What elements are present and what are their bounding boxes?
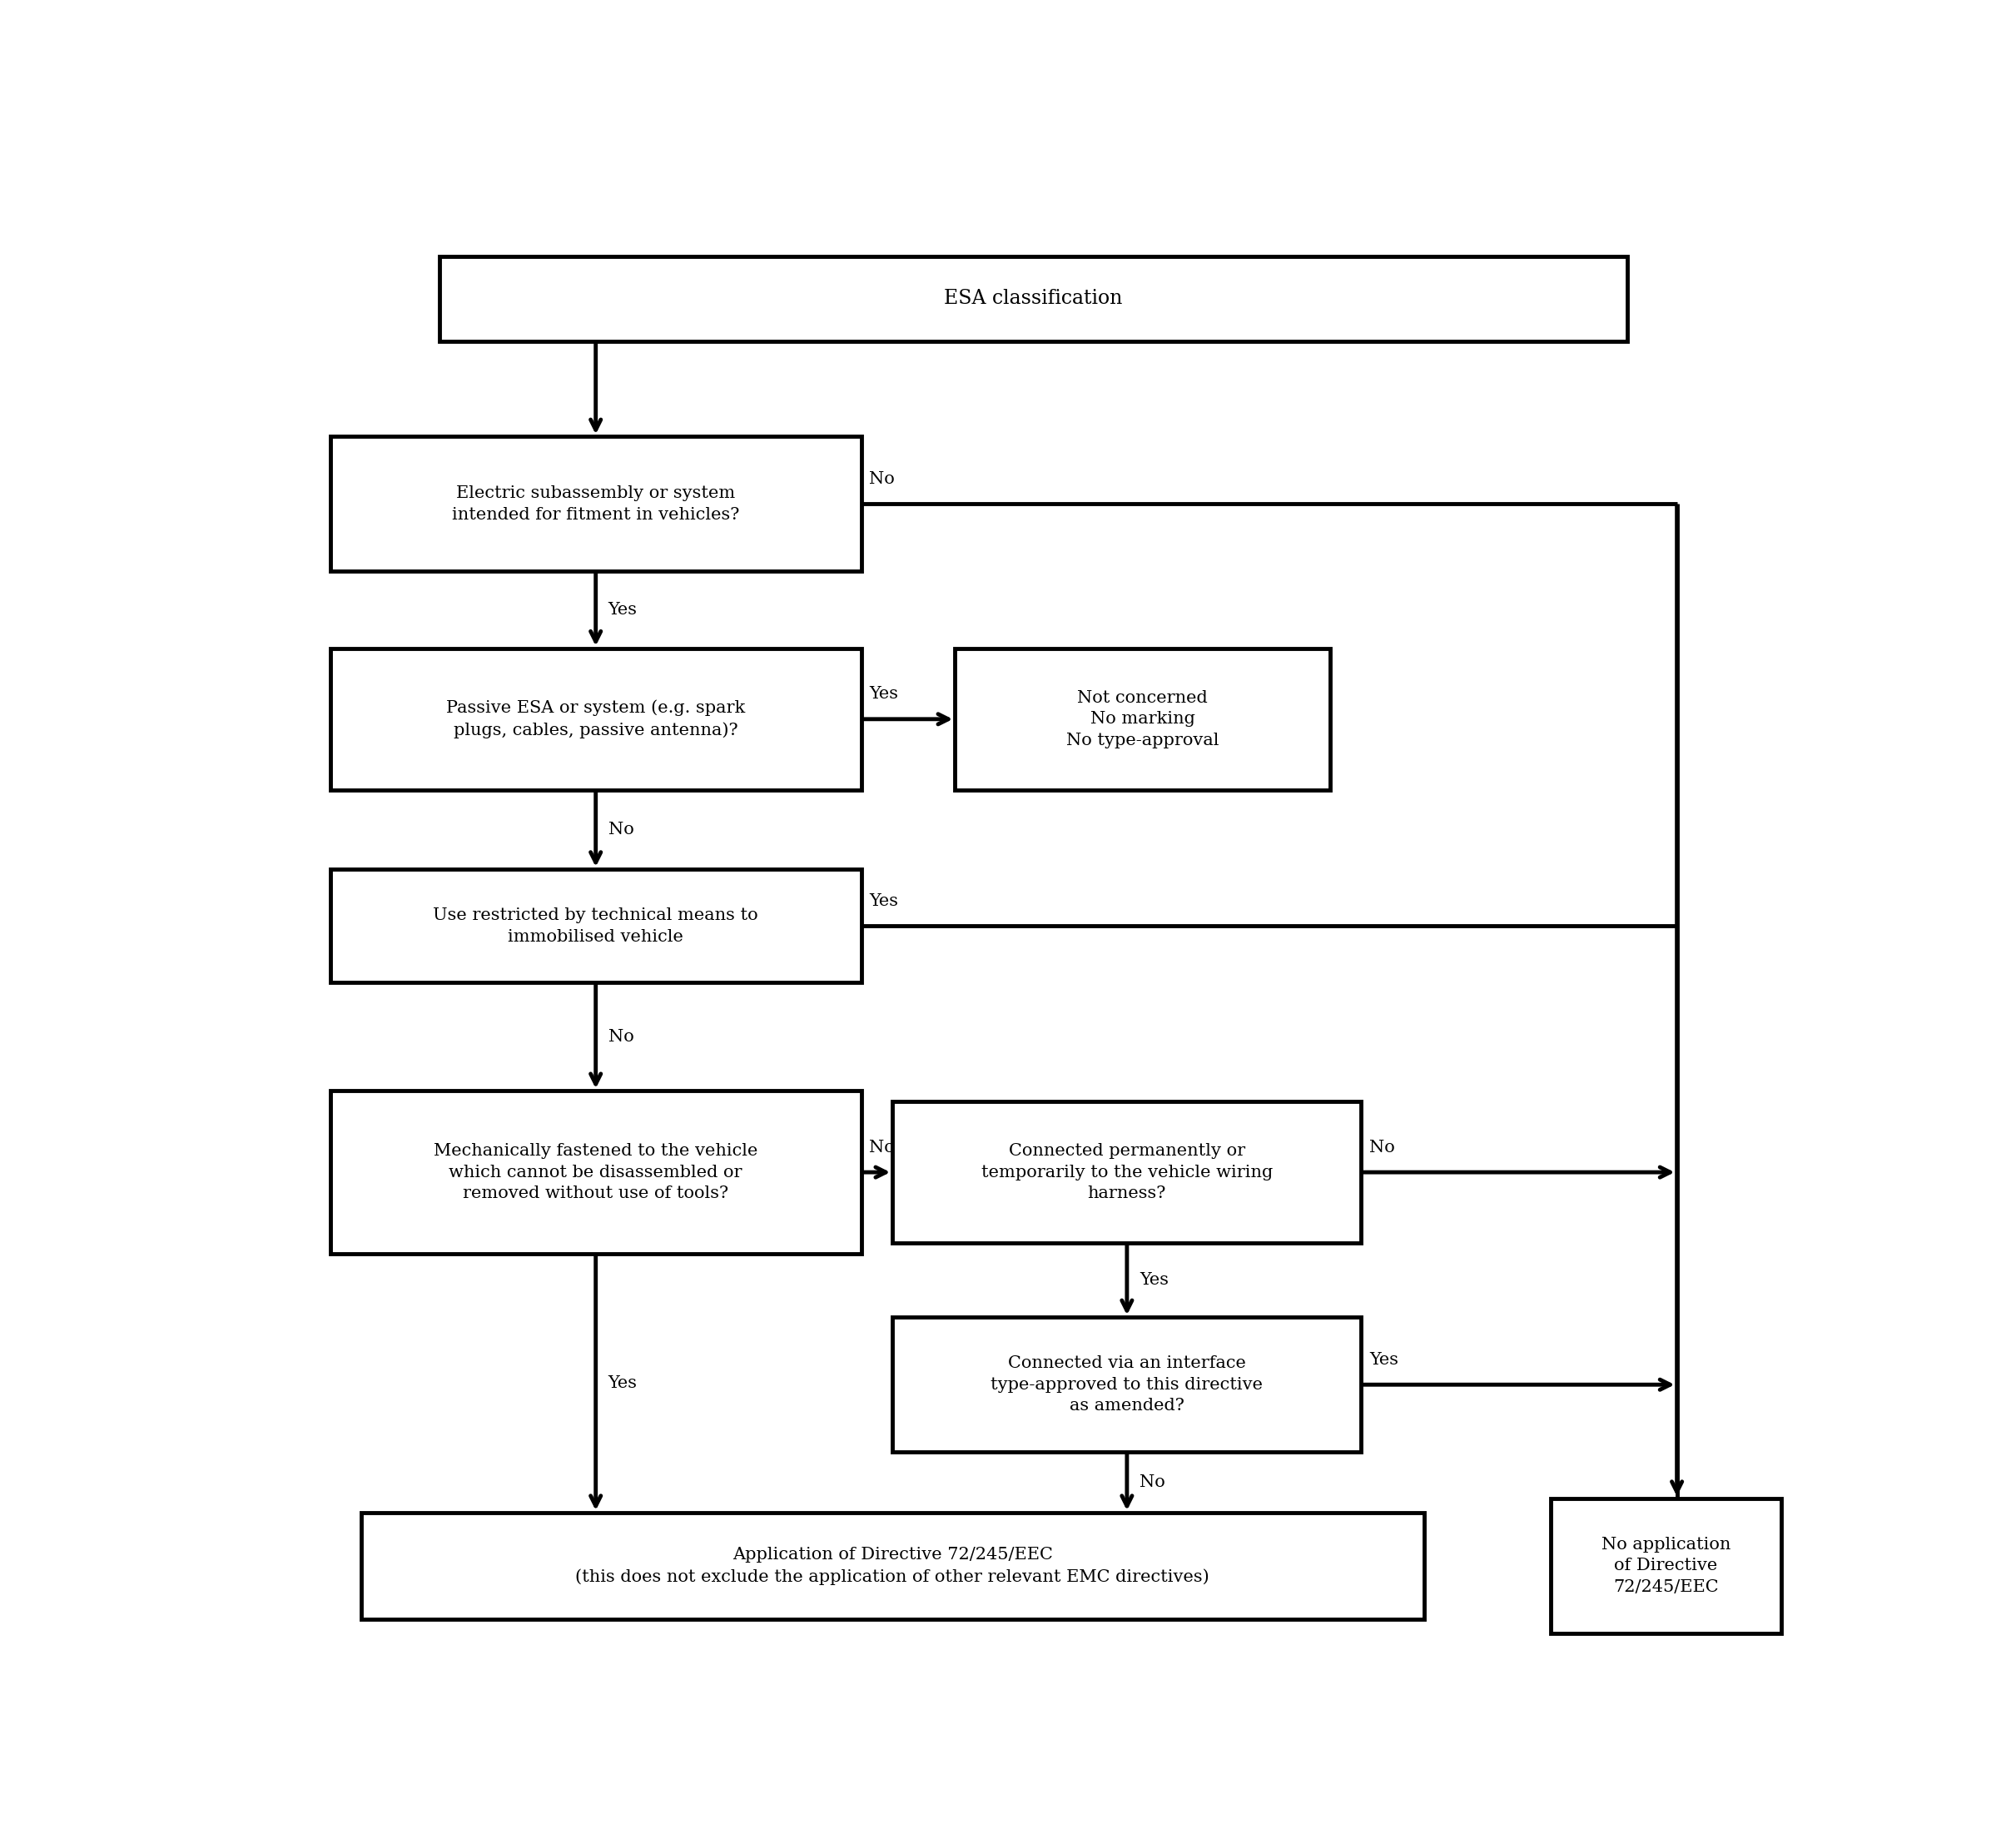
- Text: Yes: Yes: [869, 686, 899, 702]
- FancyBboxPatch shape: [956, 649, 1331, 791]
- Text: Yes: Yes: [1369, 1352, 1399, 1368]
- FancyBboxPatch shape: [361, 1513, 1423, 1618]
- Text: Yes: Yes: [609, 601, 637, 618]
- FancyBboxPatch shape: [331, 870, 861, 982]
- Text: Application of Directive 72/245/EEC
(this does not exclude the application of ot: Application of Directive 72/245/EEC (thi…: [575, 1547, 1210, 1585]
- Text: Connected permanently or
temporarily to the vehicle wiring
harness?: Connected permanently or temporarily to …: [982, 1142, 1272, 1201]
- Text: Mechanically fastened to the vehicle
which cannot be disassembled or
removed wit: Mechanically fastened to the vehicle whi…: [433, 1142, 758, 1201]
- FancyBboxPatch shape: [893, 1102, 1361, 1243]
- Text: Electric subassembly or system
intended for fitment in vehicles?: Electric subassembly or system intended …: [452, 485, 740, 522]
- FancyBboxPatch shape: [1550, 1499, 1782, 1633]
- Text: ESA classification: ESA classification: [943, 289, 1123, 309]
- FancyBboxPatch shape: [893, 1317, 1361, 1453]
- FancyBboxPatch shape: [331, 1091, 861, 1254]
- Text: Yes: Yes: [609, 1376, 637, 1390]
- Text: No: No: [1139, 1475, 1165, 1490]
- Text: No application
of Directive
72/245/EEC: No application of Directive 72/245/EEC: [1601, 1537, 1730, 1594]
- FancyBboxPatch shape: [331, 436, 861, 572]
- Text: Use restricted by technical means to
immobilised vehicle: Use restricted by technical means to imm…: [433, 907, 758, 945]
- Text: Yes: Yes: [1139, 1273, 1169, 1287]
- FancyBboxPatch shape: [331, 649, 861, 791]
- Text: No: No: [869, 471, 895, 487]
- Text: No: No: [609, 822, 633, 837]
- Text: No: No: [609, 1028, 633, 1045]
- Text: Connected via an interface
type-approved to this directive
as amended?: Connected via an interface type-approved…: [990, 1355, 1264, 1414]
- Text: Passive ESA or system (e.g. spark
plugs, cables, passive antenna)?: Passive ESA or system (e.g. spark plugs,…: [446, 701, 746, 739]
- FancyBboxPatch shape: [439, 256, 1627, 340]
- Text: No: No: [1369, 1140, 1395, 1155]
- Text: Not concerned
No marking
No type-approval: Not concerned No marking No type-approva…: [1066, 690, 1220, 748]
- Text: No: No: [869, 1140, 895, 1155]
- Text: Yes: Yes: [869, 894, 899, 908]
